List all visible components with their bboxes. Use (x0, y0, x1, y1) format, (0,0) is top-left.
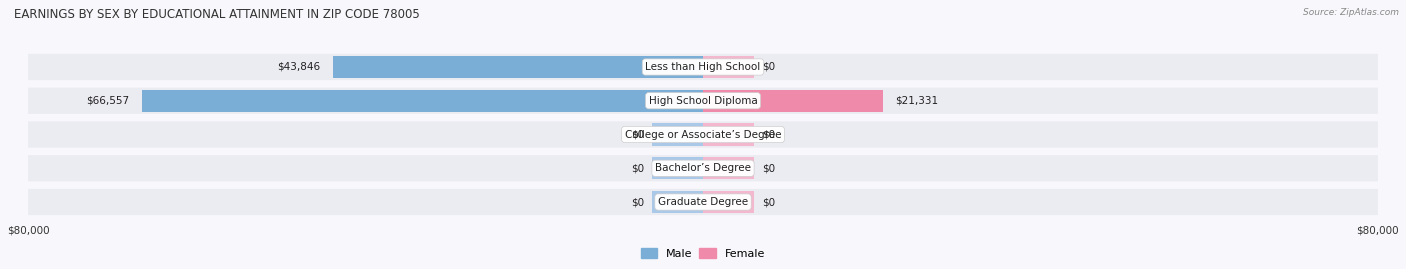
Text: $21,331: $21,331 (896, 96, 939, 106)
Text: $0: $0 (631, 129, 644, 140)
Text: Source: ZipAtlas.com: Source: ZipAtlas.com (1303, 8, 1399, 17)
Bar (703, 191, 754, 213)
Text: College or Associate’s Degree: College or Associate’s Degree (624, 129, 782, 140)
FancyBboxPatch shape (28, 189, 1378, 215)
Bar (333, 56, 703, 78)
Text: Less than High School: Less than High School (645, 62, 761, 72)
Bar (703, 157, 754, 179)
Bar (652, 191, 703, 213)
FancyBboxPatch shape (28, 88, 1378, 114)
Text: $0: $0 (762, 163, 775, 173)
FancyBboxPatch shape (28, 155, 1378, 181)
Bar (703, 56, 754, 78)
Text: $0: $0 (631, 197, 644, 207)
Legend: Male, Female: Male, Female (637, 243, 769, 263)
Text: Graduate Degree: Graduate Degree (658, 197, 748, 207)
FancyBboxPatch shape (28, 54, 1378, 80)
Text: $66,557: $66,557 (86, 96, 129, 106)
Bar (703, 123, 754, 146)
Text: High School Diploma: High School Diploma (648, 96, 758, 106)
Text: $0: $0 (631, 163, 644, 173)
Bar (652, 157, 703, 179)
Text: $0: $0 (762, 129, 775, 140)
Text: $43,846: $43,846 (277, 62, 321, 72)
Text: $0: $0 (762, 197, 775, 207)
Bar (703, 90, 883, 112)
Bar (652, 123, 703, 146)
Text: Bachelor’s Degree: Bachelor’s Degree (655, 163, 751, 173)
Text: $0: $0 (762, 62, 775, 72)
Text: EARNINGS BY SEX BY EDUCATIONAL ATTAINMENT IN ZIP CODE 78005: EARNINGS BY SEX BY EDUCATIONAL ATTAINMEN… (14, 8, 420, 21)
Bar (142, 90, 703, 112)
FancyBboxPatch shape (28, 121, 1378, 148)
